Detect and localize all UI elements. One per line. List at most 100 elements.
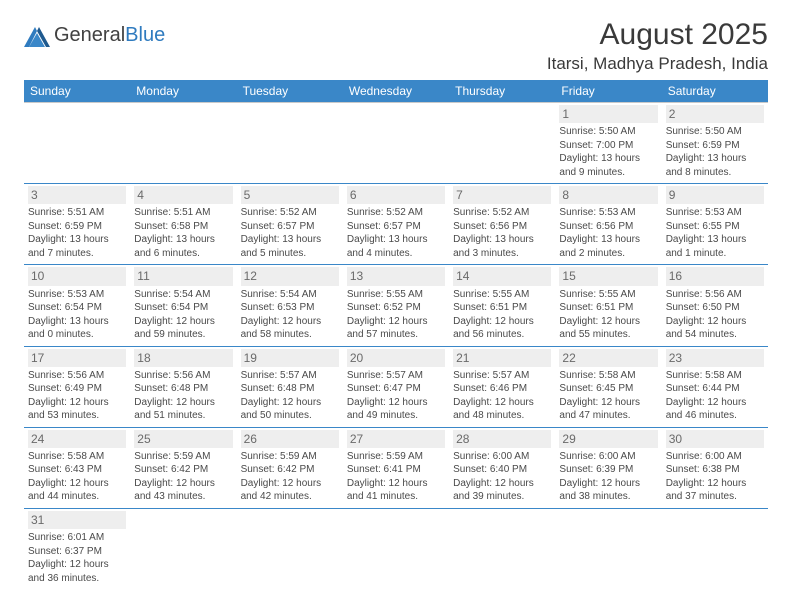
day-details: Sunrise: 5:56 AMSunset: 6:49 PMDaylight:… bbox=[28, 369, 126, 423]
calendar-cell: 19Sunrise: 5:57 AMSunset: 6:48 PMDayligh… bbox=[237, 346, 343, 427]
day-details: Sunrise: 5:50 AMSunset: 7:00 PMDaylight:… bbox=[559, 125, 657, 179]
calendar-cell: 24Sunrise: 5:58 AMSunset: 6:43 PMDayligh… bbox=[24, 427, 130, 508]
calendar-cell: 20 Sunrise: 5:57 AMSunset: 6:47 PMDayligh… bbox=[343, 346, 449, 427]
calendar-week: 24Sunrise: 5:58 AMSunset: 6:43 PMDayligh… bbox=[24, 427, 768, 508]
day-header: Tuesday bbox=[237, 80, 343, 103]
calendar-cell: 16 Sunrise: 5:56 AMSunset: 6:50 PMDayligh… bbox=[662, 265, 768, 346]
day-number: 11 bbox=[134, 267, 232, 285]
day-details: Sunrise: 6:00 AMSunset: 6:38 PMDaylight:… bbox=[666, 450, 764, 504]
calendar-cell: 2 Sunrise: 5:50 AMSunset: 6:59 PMDaylight… bbox=[662, 103, 768, 184]
day-number: 23 bbox=[666, 349, 764, 367]
calendar-cell bbox=[24, 103, 130, 184]
day-details: Sunrise: 5:51 AMSunset: 6:58 PMDaylight:… bbox=[134, 206, 232, 260]
logo-icon bbox=[24, 25, 50, 47]
calendar-cell: 18 Sunrise: 5:56 AMSunset: 6:48 PMDayligh… bbox=[130, 346, 236, 427]
calendar-cell bbox=[449, 103, 555, 184]
day-number: 29 bbox=[559, 430, 657, 448]
calendar-cell: 4 Sunrise: 5:51 AMSunset: 6:58 PMDaylight… bbox=[130, 184, 236, 265]
calendar-table: SundayMondayTuesdayWednesdayThursdayFrid… bbox=[24, 80, 768, 589]
day-details: Sunrise: 5:55 AMSunset: 6:51 PMDaylight:… bbox=[453, 288, 551, 342]
calendar-cell: 3Sunrise: 5:51 AMSunset: 6:59 PMDaylight… bbox=[24, 184, 130, 265]
day-number: 9 bbox=[666, 186, 764, 204]
calendar-cell: 8 Sunrise: 5:53 AMSunset: 6:56 PMDaylight… bbox=[555, 184, 661, 265]
calendar-cell: 27Sunrise: 5:59 AMSunset: 6:41 PMDayligh… bbox=[343, 427, 449, 508]
calendar-week: 3Sunrise: 5:51 AMSunset: 6:59 PMDaylight… bbox=[24, 184, 768, 265]
day-details: Sunrise: 5:53 AMSunset: 6:56 PMDaylight:… bbox=[559, 206, 657, 260]
calendar-header-row: SundayMondayTuesdayWednesdayThursdayFrid… bbox=[24, 80, 768, 103]
calendar-cell: 26 Sunrise: 5:59 AMSunset: 6:42 PMDayligh… bbox=[237, 427, 343, 508]
day-details: Sunrise: 5:59 AMSunset: 6:42 PMDaylight:… bbox=[134, 450, 232, 504]
calendar-cell bbox=[555, 508, 661, 589]
header: GeneralBlue August 2025 Itarsi, Madhya P… bbox=[24, 18, 768, 74]
day-header: Thursday bbox=[449, 80, 555, 103]
day-details: Sunrise: 5:55 AMSunset: 6:52 PMDaylight:… bbox=[347, 288, 445, 342]
calendar-cell: 9Sunrise: 5:53 AMSunset: 6:55 PMDaylight… bbox=[662, 184, 768, 265]
day-number: 20 bbox=[347, 349, 445, 367]
calendar-cell: 25 Sunrise: 5:59 AMSunset: 6:42 PMDayligh… bbox=[130, 427, 236, 508]
day-number: 25 bbox=[134, 430, 232, 448]
calendar-cell bbox=[343, 508, 449, 589]
calendar-cell: 11Sunrise: 5:54 AMSunset: 6:54 PMDayligh… bbox=[130, 265, 236, 346]
day-number: 16 bbox=[666, 267, 764, 285]
day-details: Sunrise: 5:57 AMSunset: 6:48 PMDaylight:… bbox=[241, 369, 339, 423]
day-header: Saturday bbox=[662, 80, 768, 103]
calendar-cell bbox=[130, 508, 236, 589]
calendar-cell: 14 Sunrise: 5:55 AMSunset: 6:51 PMDayligh… bbox=[449, 265, 555, 346]
day-details: Sunrise: 5:56 AMSunset: 6:48 PMDaylight:… bbox=[134, 369, 232, 423]
calendar-body: 1 Sunrise: 5:50 AMSunset: 7:00 PMDaylight… bbox=[24, 103, 768, 590]
day-details: Sunrise: 5:58 AMSunset: 6:44 PMDaylight:… bbox=[666, 369, 764, 423]
calendar-cell: 22 Sunrise: 5:58 AMSunset: 6:45 PMDayligh… bbox=[555, 346, 661, 427]
day-details: Sunrise: 5:57 AMSunset: 6:46 PMDaylight:… bbox=[453, 369, 551, 423]
calendar-cell: 23 Sunrise: 5:58 AMSunset: 6:44 PMDayligh… bbox=[662, 346, 768, 427]
day-number: 30 bbox=[666, 430, 764, 448]
calendar-cell: 31Sunrise: 6:01 AMSunset: 6:37 PMDayligh… bbox=[24, 508, 130, 589]
day-number: 6 bbox=[347, 186, 445, 204]
day-number: 7 bbox=[453, 186, 551, 204]
calendar-cell: 5Sunrise: 5:52 AMSunset: 6:57 PMDaylight… bbox=[237, 184, 343, 265]
day-number: 17 bbox=[28, 349, 126, 367]
day-details: Sunrise: 5:52 AMSunset: 6:57 PMDaylight:… bbox=[241, 206, 339, 260]
day-number: 4 bbox=[134, 186, 232, 204]
day-number: 8 bbox=[559, 186, 657, 204]
day-number: 31 bbox=[28, 511, 126, 529]
day-details: Sunrise: 5:54 AMSunset: 6:53 PMDaylight:… bbox=[241, 288, 339, 342]
title-block: August 2025 Itarsi, Madhya Pradesh, Indi… bbox=[547, 18, 768, 74]
logo-text-2: Blue bbox=[125, 24, 165, 46]
calendar-week: 31Sunrise: 6:01 AMSunset: 6:37 PMDayligh… bbox=[24, 508, 768, 589]
calendar-cell: 12 Sunrise: 5:54 AMSunset: 6:53 PMDayligh… bbox=[237, 265, 343, 346]
day-details: Sunrise: 5:55 AMSunset: 6:51 PMDaylight:… bbox=[559, 288, 657, 342]
day-details: Sunrise: 6:00 AMSunset: 6:39 PMDaylight:… bbox=[559, 450, 657, 504]
calendar-cell bbox=[130, 103, 236, 184]
day-number: 14 bbox=[453, 267, 551, 285]
day-header: Wednesday bbox=[343, 80, 449, 103]
day-number: 28 bbox=[453, 430, 551, 448]
day-number: 13 bbox=[347, 267, 445, 285]
day-number: 24 bbox=[28, 430, 126, 448]
day-details: Sunrise: 5:58 AMSunset: 6:45 PMDaylight:… bbox=[559, 369, 657, 423]
day-number: 10 bbox=[28, 267, 126, 285]
day-number: 18 bbox=[134, 349, 232, 367]
day-details: Sunrise: 6:00 AMSunset: 6:40 PMDaylight:… bbox=[453, 450, 551, 504]
calendar-cell: 17 Sunrise: 5:56 AMSunset: 6:49 PMDayligh… bbox=[24, 346, 130, 427]
day-number: 21 bbox=[453, 349, 551, 367]
calendar-cell: 28 Sunrise: 6:00 AMSunset: 6:40 PMDayligh… bbox=[449, 427, 555, 508]
calendar-week: 17 Sunrise: 5:56 AMSunset: 6:49 PMDayligh… bbox=[24, 346, 768, 427]
day-number: 22 bbox=[559, 349, 657, 367]
day-details: Sunrise: 5:57 AMSunset: 6:47 PMDaylight:… bbox=[347, 369, 445, 423]
day-details: Sunrise: 5:50 AMSunset: 6:59 PMDaylight:… bbox=[666, 125, 764, 179]
day-number: 15 bbox=[559, 267, 657, 285]
day-number: 26 bbox=[241, 430, 339, 448]
day-details: Sunrise: 5:52 AMSunset: 6:57 PMDaylight:… bbox=[347, 206, 445, 260]
month-title: August 2025 bbox=[547, 18, 768, 52]
day-header: Sunday bbox=[24, 80, 130, 103]
day-number: 2 bbox=[666, 105, 764, 123]
calendar-week: 10Sunrise: 5:53 AMSunset: 6:54 PMDayligh… bbox=[24, 265, 768, 346]
day-details: Sunrise: 5:56 AMSunset: 6:50 PMDaylight:… bbox=[666, 288, 764, 342]
day-details: Sunrise: 5:59 AMSunset: 6:41 PMDaylight:… bbox=[347, 450, 445, 504]
calendar-cell: 21 Sunrise: 5:57 AMSunset: 6:46 PMDayligh… bbox=[449, 346, 555, 427]
day-details: Sunrise: 5:59 AMSunset: 6:42 PMDaylight:… bbox=[241, 450, 339, 504]
day-number: 12 bbox=[241, 267, 339, 285]
day-number: 1 bbox=[559, 105, 657, 123]
day-details: Sunrise: 5:52 AMSunset: 6:56 PMDaylight:… bbox=[453, 206, 551, 260]
day-number: 3 bbox=[28, 186, 126, 204]
